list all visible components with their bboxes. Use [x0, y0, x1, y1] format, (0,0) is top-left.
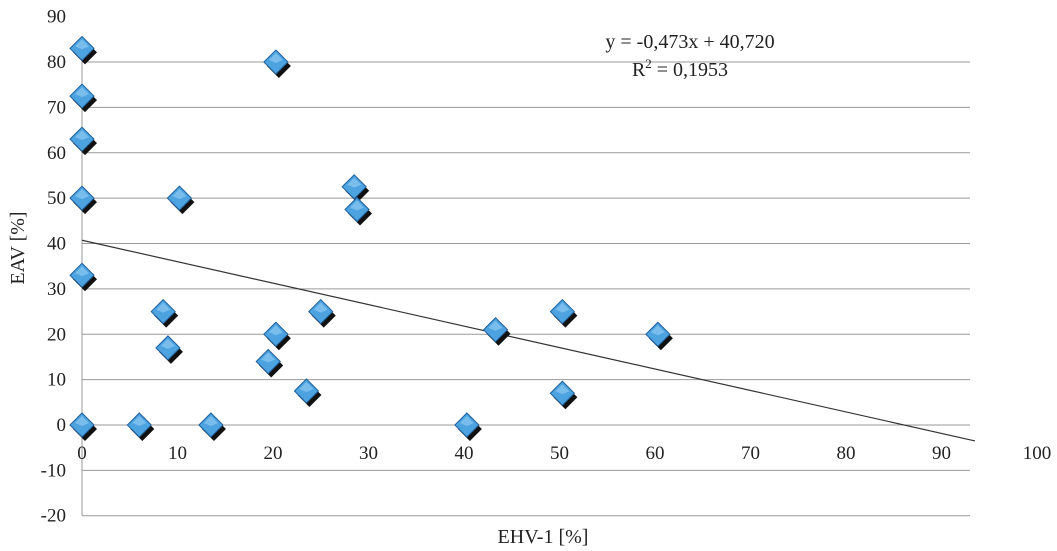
data-point-highlight: [350, 200, 365, 211]
data-point-highlight: [459, 416, 474, 426]
data-point-highlight: [75, 416, 89, 426]
r2-exponent: 2: [645, 56, 652, 71]
data-point-highlight: [172, 189, 187, 200]
data-point: [69, 83, 97, 113]
data-points: [69, 35, 673, 441]
data-point: [69, 185, 97, 215]
data-point-highlight: [555, 384, 570, 395]
data-point-highlight: [299, 381, 314, 392]
data-point-highlight: [203, 416, 218, 426]
y-tick-label: 10: [47, 370, 66, 391]
y-tick-label: 30: [47, 279, 66, 300]
x-tick-label: 100: [1023, 443, 1052, 464]
data-point: [69, 262, 97, 292]
data-point: [341, 174, 370, 203]
data-point: [549, 298, 578, 328]
trendline-equation: y = -0,473x + 40,720: [605, 31, 774, 53]
x-tick-label: 0: [77, 443, 87, 464]
y-tick-labels: 90 80 70 60 50 40 30 20 10 0 -10 -20: [41, 7, 66, 527]
y-tick-label: 60: [47, 143, 66, 164]
data-point: [155, 335, 183, 364]
x-tick-label: 40: [455, 443, 474, 464]
data-point: [150, 298, 179, 328]
y-tick-label: 40: [47, 234, 66, 255]
data-point: [549, 380, 578, 410]
data-point: [69, 412, 97, 441]
data-point: [69, 35, 97, 65]
data-point-highlight: [132, 416, 147, 426]
data-point: [482, 317, 511, 346]
trendline: [81, 239, 976, 442]
x-tick-label: 10: [168, 443, 187, 464]
x-tick-labels: 0 10 20 30 40 50 60 70 80 90 100: [77, 443, 1051, 464]
data-point-highlight: [555, 302, 570, 313]
data-point: [293, 378, 322, 407]
data-point-highlight: [75, 130, 89, 141]
y-tick-label: 90: [47, 7, 66, 28]
data-point: [308, 298, 336, 328]
y-tick-label: 80: [47, 52, 66, 73]
data-point-highlight: [313, 302, 328, 313]
x-tick-label: 50: [550, 443, 569, 464]
data-point-highlight: [160, 338, 175, 349]
data-point: [69, 126, 97, 156]
data-point-highlight: [75, 266, 89, 277]
data-point-highlight: [268, 325, 283, 336]
data-point-highlight: [75, 189, 89, 200]
data-point-highlight: [488, 320, 503, 331]
data-point-highlight: [261, 352, 276, 363]
data-point-highlight: [75, 39, 89, 50]
data-point-highlight: [156, 302, 171, 313]
trendline-r-squared: R2 = 0,1953: [632, 56, 728, 81]
x-tick-label: 80: [837, 443, 856, 464]
x-tick-label: 90: [932, 443, 951, 464]
x-axis-title: EHV-1 [%]: [498, 526, 589, 548]
x-tick-label: 70: [741, 443, 760, 464]
y-tick-label: 20: [47, 324, 66, 345]
y-axis-title: EAV [%]: [7, 211, 29, 284]
data-point: [645, 321, 673, 351]
data-point: [454, 412, 482, 441]
data-point-highlight: [268, 53, 283, 64]
trendline-group: [81, 239, 976, 442]
x-tick-label: 60: [646, 443, 665, 464]
data-point-highlight: [650, 325, 665, 336]
data-point-highlight: [75, 87, 89, 98]
data-point: [255, 348, 284, 378]
data-point-highlight: [347, 177, 362, 188]
y-tick-label: -20: [41, 506, 66, 527]
data-point: [344, 196, 373, 226]
y-tick-label: 0: [57, 415, 67, 436]
data-point: [198, 412, 226, 441]
x-tick-label: 30: [359, 443, 378, 464]
y-tick-label: 50: [47, 188, 66, 209]
data-point: [263, 49, 291, 79]
gridlines: [82, 61, 970, 517]
data-point: [263, 321, 291, 351]
r2-value: = 0,1953: [652, 59, 728, 81]
y-tick-label: -10: [41, 460, 66, 481]
data-point: [166, 185, 195, 215]
data-point: [126, 412, 155, 441]
x-tick-label: 20: [264, 443, 283, 464]
r2-label: R: [632, 59, 646, 81]
y-tick-label: 70: [47, 97, 66, 118]
